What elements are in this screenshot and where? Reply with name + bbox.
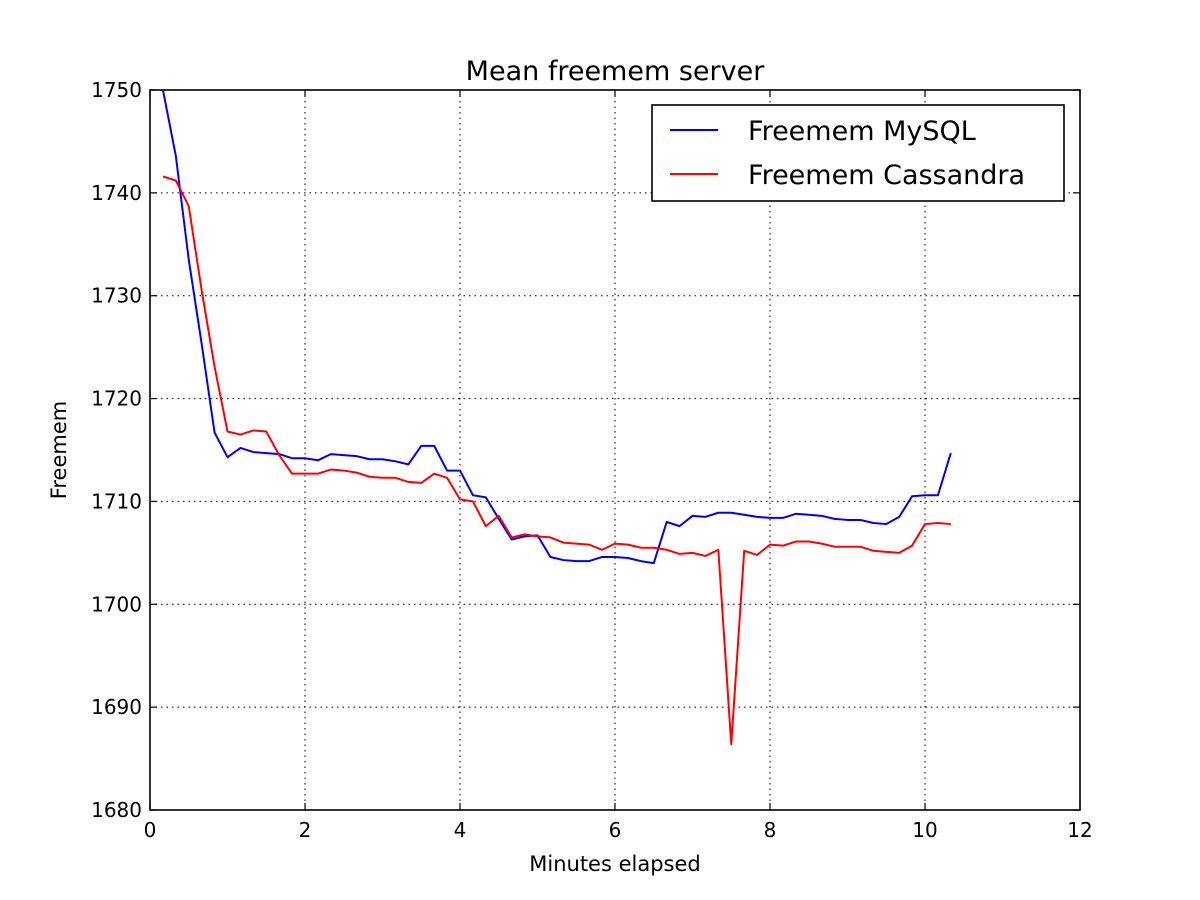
series-line-freemem-cassandra	[162, 175, 951, 746]
series-line-freemem-mysql	[161, 90, 952, 565]
y-axis-label: Freemem	[47, 401, 71, 499]
y-tick-label: 1720	[91, 387, 142, 411]
axis-ticks: 0 2 4 6 8 10 12 1680 1690 1700 1710 1720 1730 1740 175…	[91, 78, 1093, 842]
legend: Freemem MySQL Freemem Cassandra	[651, 104, 1065, 202]
x-tick-label: 4	[454, 818, 467, 842]
legend-label-mysql: Freemem MySQL	[748, 116, 976, 147]
y-tick-label: 1710	[91, 489, 142, 513]
y-tick-label: 1700	[91, 592, 142, 616]
x-tick-label: 8	[764, 818, 777, 842]
legend-label-cassandra: Freemem Cassandra	[748, 160, 1025, 191]
series-layer	[161, 90, 952, 746]
x-tick-label: 12	[1067, 818, 1092, 842]
y-tick-label: 1750	[91, 78, 142, 102]
x-tick-label: 10	[912, 818, 937, 842]
legend-box	[651, 104, 1065, 202]
y-tick-label: 1690	[91, 695, 142, 719]
y-tick-label: 1680	[91, 798, 142, 822]
y-tick-label: 1740	[91, 181, 142, 205]
x-axis-label: Minutes elapsed	[529, 852, 701, 876]
x-tick-label: 6	[609, 818, 622, 842]
x-tick-label: 0	[144, 818, 157, 842]
gridlines	[150, 90, 1080, 810]
y-tick-label: 1730	[91, 284, 142, 308]
chart-title: Mean freemem server	[466, 56, 766, 87]
x-tick-label: 2	[299, 818, 312, 842]
